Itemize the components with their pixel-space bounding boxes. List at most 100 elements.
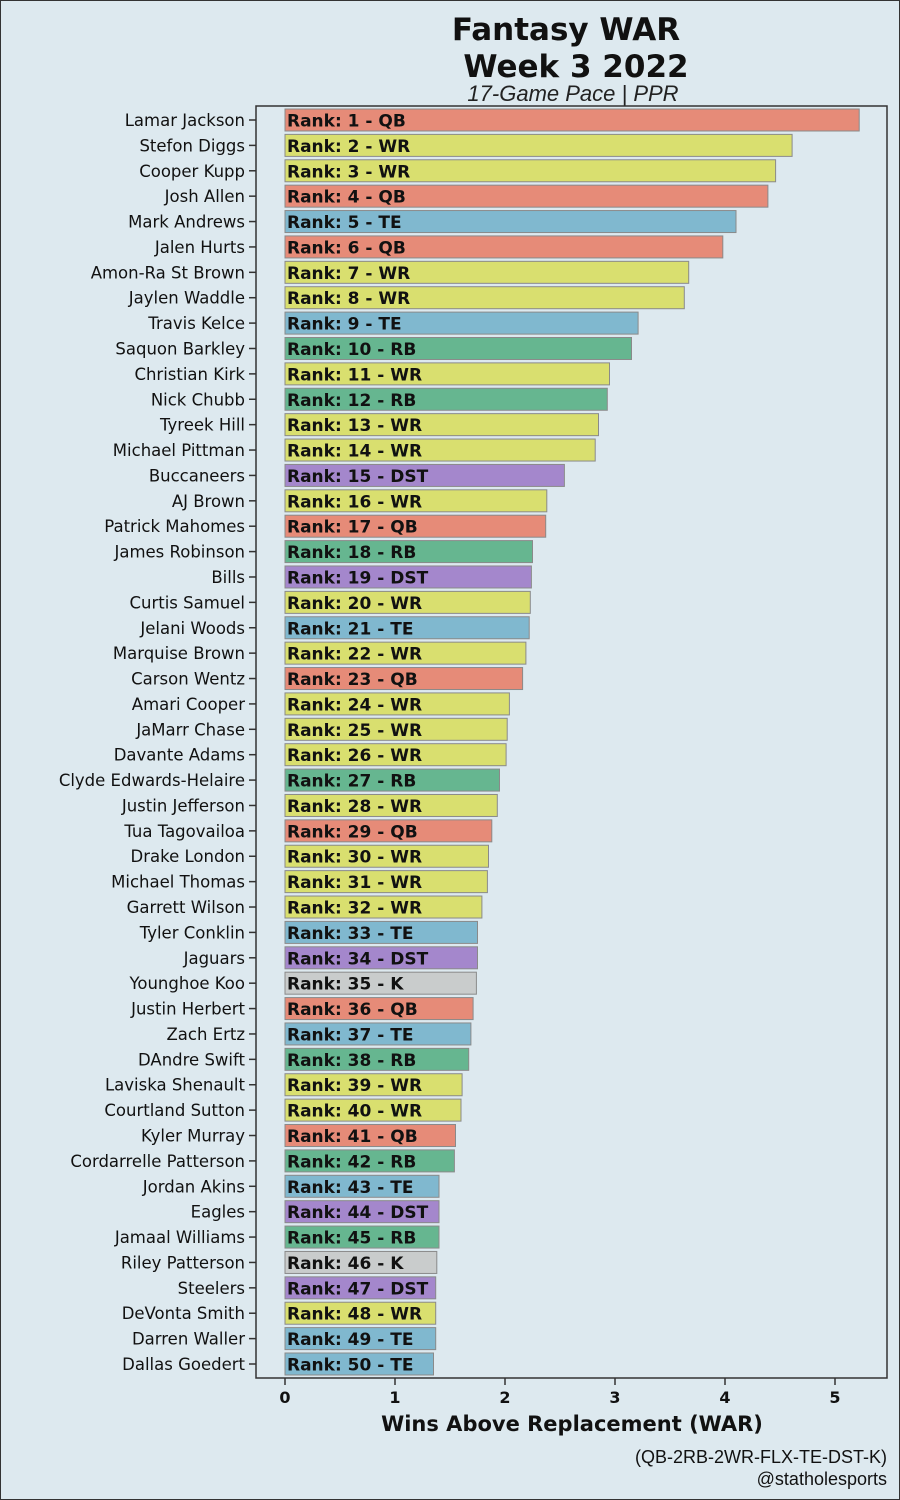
x-tick-label: 0 bbox=[279, 1388, 290, 1407]
player-name: Jamaal Williams bbox=[114, 1228, 245, 1247]
bar-28 bbox=[284, 793, 498, 817]
bar-3 bbox=[284, 159, 777, 183]
bar-label: Rank: 36 - QB bbox=[287, 1000, 418, 1020]
player-name: Jaguars bbox=[183, 949, 245, 968]
bar-label: Rank: 34 - DST bbox=[287, 949, 429, 969]
player-name: Amari Cooper bbox=[132, 695, 245, 714]
player-name: Buccaneers bbox=[149, 466, 245, 485]
player-name: Lamar Jackson bbox=[125, 111, 245, 130]
player-name: Tyreek Hill bbox=[159, 416, 245, 435]
bar-label: Rank: 24 - WR bbox=[287, 695, 422, 715]
bar-label: Rank: 42 - RB bbox=[287, 1152, 416, 1172]
bar-label: Rank: 22 - WR bbox=[287, 645, 422, 665]
player-name: Mark Andrews bbox=[128, 213, 245, 232]
x-tick-label: 5 bbox=[829, 1388, 840, 1407]
bar-label: Rank: 48 - WR bbox=[287, 1305, 422, 1325]
bar-label: Rank: 38 - RB bbox=[287, 1051, 416, 1071]
player-name: Bills bbox=[211, 568, 245, 587]
bar-35 bbox=[284, 971, 477, 995]
bar-33 bbox=[284, 920, 478, 944]
bar-42 bbox=[284, 1149, 455, 1173]
bar-label: Rank: 41 - QB bbox=[287, 1127, 418, 1147]
bar-21 bbox=[284, 616, 530, 640]
bar-50 bbox=[284, 1352, 434, 1376]
bar-label: Rank: 49 - TE bbox=[287, 1330, 413, 1350]
bar-label: Rank: 31 - WR bbox=[287, 873, 422, 893]
bar-label: Rank: 50 - TE bbox=[287, 1356, 413, 1376]
bar-47 bbox=[284, 1276, 437, 1300]
bar-18 bbox=[284, 540, 533, 564]
bar-label: Rank: 30 - WR bbox=[287, 848, 422, 868]
bar-label: Rank: 44 - DST bbox=[287, 1203, 429, 1223]
bar-49 bbox=[284, 1327, 437, 1351]
bar-label: Rank: 10 - RB bbox=[287, 340, 416, 360]
bar-40 bbox=[284, 1098, 462, 1122]
bar-label: Rank: 12 - RB bbox=[287, 391, 416, 411]
player-name: Carson Wentz bbox=[131, 670, 245, 689]
bar-label: Rank: 17 - QB bbox=[287, 518, 418, 538]
player-name: Tyler Conklin bbox=[139, 923, 245, 942]
bar-45 bbox=[284, 1225, 440, 1249]
player-name: Clyde Edwards-Helaire bbox=[59, 771, 245, 790]
x-tick-label: 2 bbox=[499, 1388, 510, 1407]
bar-8 bbox=[284, 286, 685, 310]
x-tick-label: 3 bbox=[609, 1388, 620, 1407]
bar-label: Rank: 26 - WR bbox=[287, 746, 422, 766]
bar-label: Rank: 9 - TE bbox=[287, 315, 402, 335]
bar-label: Rank: 45 - RB bbox=[287, 1229, 416, 1249]
player-name: Curtis Samuel bbox=[129, 593, 245, 612]
player-name: Dallas Goedert bbox=[122, 1355, 245, 1374]
player-name: Travis Kelce bbox=[147, 314, 245, 333]
bar-label: Rank: 15 - DST bbox=[287, 467, 429, 487]
bar-11 bbox=[284, 362, 610, 386]
bar-label: Rank: 39 - WR bbox=[287, 1076, 422, 1096]
bar-label: Rank: 6 - QB bbox=[287, 238, 406, 258]
player-name: DAndre Swift bbox=[138, 1050, 246, 1069]
player-name: Garrett Wilson bbox=[127, 898, 245, 917]
bar-label: Rank: 35 - K bbox=[287, 975, 404, 995]
x-tick-label: 4 bbox=[719, 1388, 730, 1407]
bar-6 bbox=[284, 235, 724, 259]
player-name: JaMarr Chase bbox=[135, 720, 245, 739]
bar-label: Rank: 25 - WR bbox=[287, 721, 422, 741]
bar-32 bbox=[284, 895, 483, 919]
bar-label: Rank: 28 - WR bbox=[287, 797, 422, 817]
bar-label: Rank: 5 - TE bbox=[287, 213, 402, 233]
bar-5 bbox=[284, 210, 737, 234]
player-name: Davante Adams bbox=[114, 746, 245, 765]
player-name: AJ Brown bbox=[172, 492, 245, 511]
bar-label: Rank: 29 - QB bbox=[287, 822, 418, 842]
bar-label: Rank: 3 - WR bbox=[287, 162, 410, 182]
bar-label: Rank: 46 - K bbox=[287, 1254, 404, 1274]
player-name: Jaylen Waddle bbox=[128, 289, 245, 308]
bar-17 bbox=[284, 514, 547, 538]
player-name: Darren Waller bbox=[132, 1330, 245, 1349]
bar-46 bbox=[284, 1250, 438, 1274]
player-name: Drake London bbox=[131, 847, 245, 866]
player-name: Courtland Sutton bbox=[104, 1101, 245, 1120]
player-name: Laviska Shenault bbox=[105, 1076, 246, 1095]
bar-39 bbox=[284, 1073, 463, 1097]
bar-16 bbox=[284, 489, 548, 513]
bar-label: Rank: 40 - WR bbox=[287, 1102, 422, 1122]
bar-22 bbox=[284, 641, 527, 665]
bar-label: Rank: 13 - WR bbox=[287, 416, 422, 436]
bar-label: Rank: 20 - WR bbox=[287, 594, 422, 614]
bar-30 bbox=[284, 844, 489, 868]
player-name: Cordarrelle Patterson bbox=[70, 1152, 245, 1171]
bar-37 bbox=[284, 1022, 472, 1046]
player-name: Tua Tagovailoa bbox=[123, 822, 245, 841]
x-tick-label: 1 bbox=[389, 1388, 400, 1407]
player-name: Zach Ertz bbox=[166, 1025, 245, 1044]
bar-48 bbox=[284, 1301, 437, 1325]
player-name: Saquon Barkley bbox=[115, 339, 245, 358]
bar-43 bbox=[284, 1174, 440, 1198]
chart-title-line2: Week 3 2022 bbox=[463, 49, 688, 85]
bar-1 bbox=[284, 108, 860, 132]
bar-19 bbox=[284, 565, 532, 589]
bar-44 bbox=[284, 1200, 440, 1224]
bar-label: Rank: 43 - TE bbox=[287, 1178, 413, 1198]
bar-41 bbox=[284, 1124, 456, 1148]
bar-label: Rank: 1 - QB bbox=[287, 112, 406, 132]
chart-title: Fantasy WAR bbox=[452, 12, 680, 48]
